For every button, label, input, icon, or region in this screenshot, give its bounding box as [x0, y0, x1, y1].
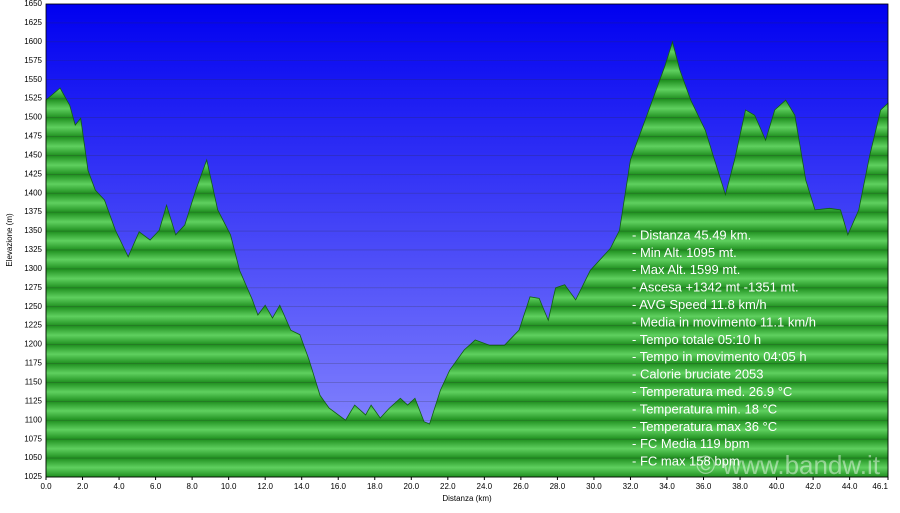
x-tick-label: 4.0	[113, 482, 125, 491]
y-tick-label: 1425	[24, 169, 42, 178]
y-tick-label: 1650	[24, 0, 42, 8]
y-tick-label: 1175	[25, 359, 43, 368]
x-tick-label: 30.0	[586, 482, 602, 491]
stat-line: - Temperatura med. 26.9 °C	[632, 384, 792, 399]
x-tick-label: 28.0	[550, 482, 566, 491]
stat-line: - Tempo in movimento 04:05 h	[632, 349, 807, 364]
y-tick-label: 1625	[24, 18, 42, 27]
y-tick-label: 1475	[24, 132, 42, 141]
stat-line: - Temperatura min. 18 °C	[632, 401, 777, 416]
stat-line: - Distanza 45.49 km.	[632, 227, 751, 242]
stat-line: - Temperatura max 36 °C	[632, 419, 777, 434]
x-tick-label: 12.0	[257, 482, 273, 491]
stat-line: - Max Alt. 1599 mt.	[632, 262, 740, 277]
x-tick-label: 2.0	[77, 482, 89, 491]
x-tick-label: 34.0	[659, 482, 675, 491]
y-tick-label: 1025	[24, 472, 42, 481]
x-tick-label: 16.0	[330, 482, 346, 491]
stat-line: - FC max 158 bpm	[632, 454, 740, 469]
y-tick-label: 1125	[25, 396, 43, 405]
stat-line: - Tempo totale 05:10 h	[632, 332, 761, 347]
x-tick-label: 24.0	[477, 482, 493, 491]
plot-frame	[45, 3, 889, 478]
y-tick-label: 1150	[25, 378, 43, 387]
y-tick-label: 1250	[24, 302, 42, 311]
x-tick-label: 36.0	[696, 482, 712, 491]
y-tick-label: 1525	[24, 94, 42, 103]
x-tick-label: 46.1	[872, 482, 888, 491]
stat-line: - FC Media 119 bpm	[632, 436, 750, 451]
x-tick-label: 0.0	[40, 482, 52, 491]
y-tick-label: 1225	[24, 321, 42, 330]
stat-line: - AVG Speed 11.8 km/h	[632, 297, 767, 312]
y-tick-label: 1200	[24, 340, 42, 349]
x-tick-label: 20.0	[404, 482, 420, 491]
x-tick-label: 10.0	[221, 482, 237, 491]
y-tick-label: 1050	[24, 453, 42, 462]
stat-line: - Calorie bruciate 2053	[632, 367, 764, 382]
y-tick-label: 1575	[24, 56, 42, 65]
x-tick-label: 38.0	[732, 482, 748, 491]
x-tick-label: 18.0	[367, 482, 383, 491]
y-axis-label: Elevazione (m)	[5, 213, 14, 267]
y-tick-label: 1400	[24, 188, 42, 197]
x-tick-label: 42.0	[805, 482, 821, 491]
x-tick-label: 26.0	[513, 482, 529, 491]
y-tick-label: 1300	[24, 264, 42, 273]
stat-line: - Min Alt. 1095 mt.	[632, 245, 737, 260]
y-tick-label: 1325	[24, 245, 42, 254]
y-tick-label: 1275	[24, 283, 42, 292]
x-tick-label: 14.0	[294, 482, 310, 491]
x-tick-label: 6.0	[150, 482, 162, 491]
x-tick-label: 8.0	[187, 482, 199, 491]
stat-line: - Ascesa +1342 mt -1351 mt.	[632, 280, 799, 295]
x-tick-label: 32.0	[623, 482, 639, 491]
y-tick-label: 1075	[24, 434, 42, 443]
x-tick-label: 40.0	[769, 482, 785, 491]
y-tick-label: 1100	[25, 415, 43, 424]
y-tick-label: 1450	[24, 150, 42, 159]
y-tick-label: 1550	[24, 75, 42, 84]
y-tick-label: 1500	[24, 113, 42, 122]
y-tick-label: 1375	[24, 207, 42, 216]
x-axis-label: Distanza (km)	[442, 494, 492, 503]
watermark: © www.bandw.it	[696, 450, 881, 480]
x-tick-label: 22.0	[440, 482, 456, 491]
x-tick-label: 44.0	[842, 482, 858, 491]
elevation-area	[45, 40, 889, 478]
y-tick-label: 1600	[24, 37, 42, 46]
y-tick-label: 1350	[24, 226, 42, 235]
stat-line: - Media in movimento 11.1 km/h	[632, 314, 816, 329]
